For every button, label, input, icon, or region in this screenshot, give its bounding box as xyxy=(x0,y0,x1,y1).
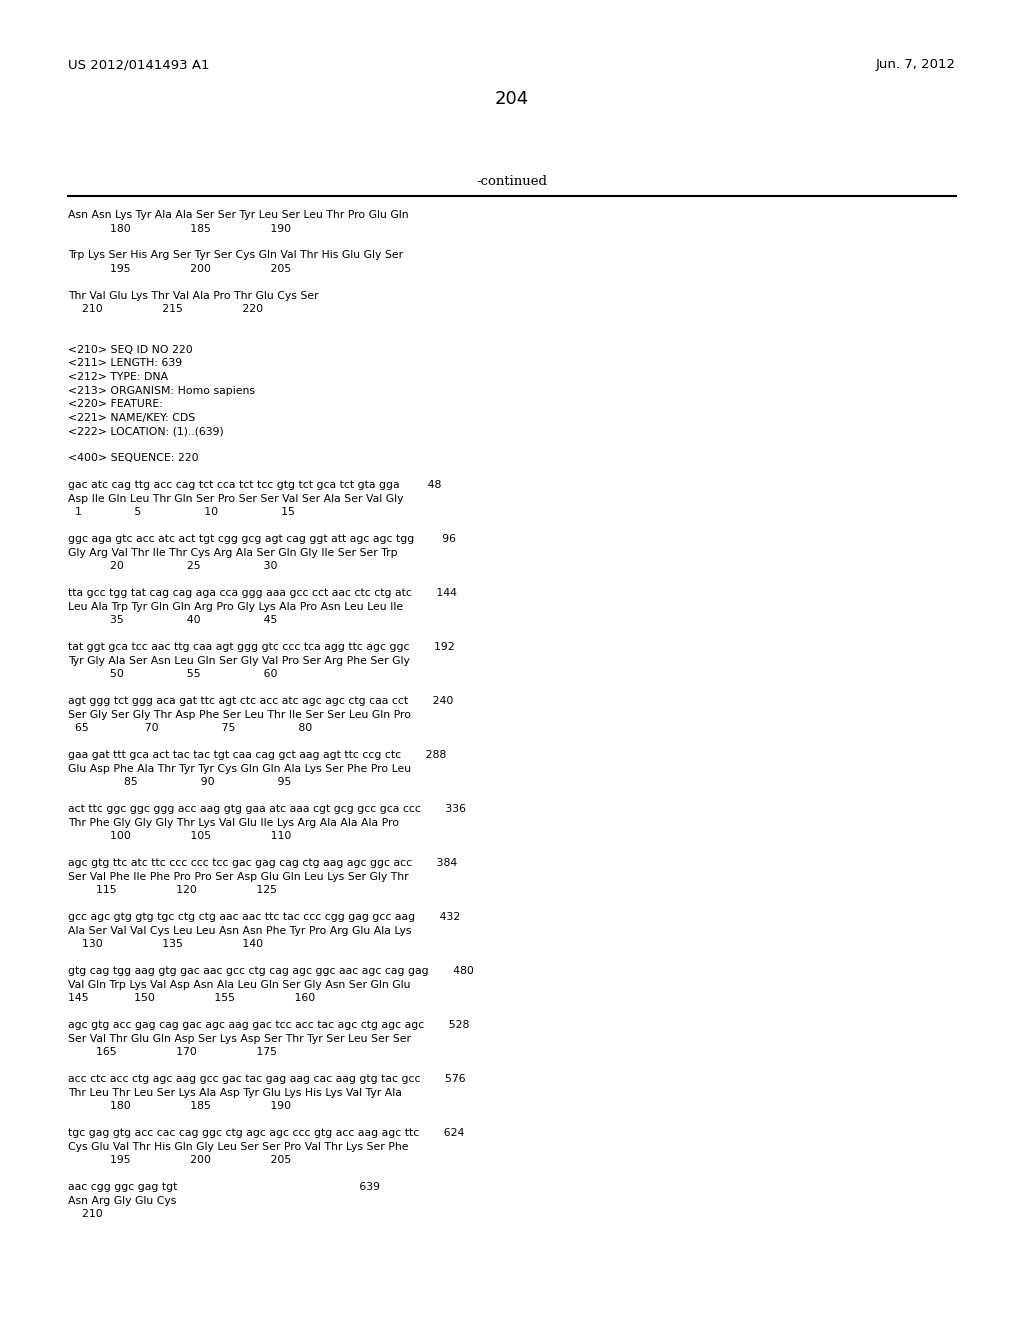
Text: 195                 200                 205: 195 200 205 xyxy=(68,264,291,275)
Text: Thr Val Glu Lys Thr Val Ala Pro Thr Glu Cys Ser: Thr Val Glu Lys Thr Val Ala Pro Thr Glu … xyxy=(68,290,318,301)
Text: 180                 185                 190: 180 185 190 xyxy=(68,1101,291,1111)
Text: Thr Leu Thr Leu Ser Lys Ala Asp Tyr Glu Lys His Lys Val Tyr Ala: Thr Leu Thr Leu Ser Lys Ala Asp Tyr Glu … xyxy=(68,1088,401,1097)
Text: 210                 215                 220: 210 215 220 xyxy=(68,305,263,314)
Text: Val Gln Trp Lys Val Asp Asn Ala Leu Gln Ser Gly Asn Ser Gln Glu: Val Gln Trp Lys Val Asp Asn Ala Leu Gln … xyxy=(68,979,411,990)
Text: 145             150                 155                 160: 145 150 155 160 xyxy=(68,993,315,1003)
Text: agc gtg acc gag cag gac agc aag gac tcc acc tac agc ctg agc agc       528: agc gtg acc gag cag gac agc aag gac tcc … xyxy=(68,1020,469,1030)
Text: Asn Arg Gly Glu Cys: Asn Arg Gly Glu Cys xyxy=(68,1196,176,1205)
Text: Asn Asn Lys Tyr Ala Ala Ser Ser Tyr Leu Ser Leu Thr Pro Glu Gln: Asn Asn Lys Tyr Ala Ala Ser Ser Tyr Leu … xyxy=(68,210,409,220)
Text: 165                 170                 175: 165 170 175 xyxy=(68,1047,278,1057)
Text: aac cgg ggc gag tgt                                                    639: aac cgg ggc gag tgt 639 xyxy=(68,1181,380,1192)
Text: <220> FEATURE:: <220> FEATURE: xyxy=(68,399,163,409)
Text: Cys Glu Val Thr His Gln Gly Leu Ser Ser Pro Val Thr Lys Ser Phe: Cys Glu Val Thr His Gln Gly Leu Ser Ser … xyxy=(68,1142,409,1151)
Text: Tyr Gly Ala Ser Asn Leu Gln Ser Gly Val Pro Ser Arg Phe Ser Gly: Tyr Gly Ala Ser Asn Leu Gln Ser Gly Val … xyxy=(68,656,410,665)
Text: gcc agc gtg gtg tgc ctg ctg aac aac ttc tac ccc cgg gag gcc aag       432: gcc agc gtg gtg tgc ctg ctg aac aac ttc … xyxy=(68,912,460,921)
Text: 204: 204 xyxy=(495,90,529,108)
Text: agc gtg ttc atc ttc ccc ccc tcc gac gag cag ctg aag agc ggc acc       384: agc gtg ttc atc ttc ccc ccc tcc gac gag … xyxy=(68,858,458,869)
Text: Glu Asp Phe Ala Thr Tyr Tyr Cys Gln Gln Ala Lys Ser Phe Pro Leu: Glu Asp Phe Ala Thr Tyr Tyr Cys Gln Gln … xyxy=(68,763,411,774)
Text: 1               5                  10                  15: 1 5 10 15 xyxy=(68,507,295,517)
Text: 130                 135                 140: 130 135 140 xyxy=(68,939,263,949)
Text: 20                  25                  30: 20 25 30 xyxy=(68,561,278,572)
Text: -continued: -continued xyxy=(476,176,548,187)
Text: 115                 120                 125: 115 120 125 xyxy=(68,884,278,895)
Text: <222> LOCATION: (1)..(639): <222> LOCATION: (1)..(639) xyxy=(68,426,224,436)
Text: 65                70                  75                  80: 65 70 75 80 xyxy=(68,723,312,733)
Text: tta gcc tgg tat cag cag aga cca ggg aaa gcc cct aac ctc ctg atc       144: tta gcc tgg tat cag cag aga cca ggg aaa … xyxy=(68,587,457,598)
Text: Thr Phe Gly Gly Gly Thr Lys Val Glu Ile Lys Arg Ala Ala Ala Pro: Thr Phe Gly Gly Gly Thr Lys Val Glu Ile … xyxy=(68,817,399,828)
Text: acc ctc acc ctg agc aag gcc gac tac gag aag cac aag gtg tac gcc       576: acc ctc acc ctg agc aag gcc gac tac gag … xyxy=(68,1074,466,1084)
Text: 50                  55                  60: 50 55 60 xyxy=(68,669,278,678)
Text: Asp Ile Gln Leu Thr Gln Ser Pro Ser Ser Val Ser Ala Ser Val Gly: Asp Ile Gln Leu Thr Gln Ser Pro Ser Ser … xyxy=(68,494,403,503)
Text: Leu Ala Trp Tyr Gln Gln Arg Pro Gly Lys Ala Pro Asn Leu Leu Ile: Leu Ala Trp Tyr Gln Gln Arg Pro Gly Lys … xyxy=(68,602,403,611)
Text: Ser Val Thr Glu Gln Asp Ser Lys Asp Ser Thr Tyr Ser Leu Ser Ser: Ser Val Thr Glu Gln Asp Ser Lys Asp Ser … xyxy=(68,1034,411,1044)
Text: 35                  40                  45: 35 40 45 xyxy=(68,615,278,624)
Text: Ser Val Phe Ile Phe Pro Pro Ser Asp Glu Gln Leu Lys Ser Gly Thr: Ser Val Phe Ile Phe Pro Pro Ser Asp Glu … xyxy=(68,871,409,882)
Text: 85                  90                  95: 85 90 95 xyxy=(68,777,292,787)
Text: tgc gag gtg acc cac cag ggc ctg agc agc ccc gtg acc aag agc ttc       624: tgc gag gtg acc cac cag ggc ctg agc agc … xyxy=(68,1129,464,1138)
Text: ggc aga gtc acc atc act tgt cgg gcg agt cag ggt att agc agc tgg        96: ggc aga gtc acc atc act tgt cgg gcg agt … xyxy=(68,535,456,544)
Text: gtg cag tgg aag gtg gac aac gcc ctg cag agc ggc aac agc cag gag       480: gtg cag tgg aag gtg gac aac gcc ctg cag … xyxy=(68,966,474,975)
Text: <221> NAME/KEY: CDS: <221> NAME/KEY: CDS xyxy=(68,412,196,422)
Text: <213> ORGANISM: Homo sapiens: <213> ORGANISM: Homo sapiens xyxy=(68,385,255,396)
Text: Trp Lys Ser His Arg Ser Tyr Ser Cys Gln Val Thr His Glu Gly Ser: Trp Lys Ser His Arg Ser Tyr Ser Cys Gln … xyxy=(68,251,403,260)
Text: Gly Arg Val Thr Ile Thr Cys Arg Ala Ser Gln Gly Ile Ser Ser Trp: Gly Arg Val Thr Ile Thr Cys Arg Ala Ser … xyxy=(68,548,397,557)
Text: <400> SEQUENCE: 220: <400> SEQUENCE: 220 xyxy=(68,453,199,463)
Text: US 2012/0141493 A1: US 2012/0141493 A1 xyxy=(68,58,210,71)
Text: 100                 105                 110: 100 105 110 xyxy=(68,832,292,841)
Text: <211> LENGTH: 639: <211> LENGTH: 639 xyxy=(68,359,182,368)
Text: <210> SEQ ID NO 220: <210> SEQ ID NO 220 xyxy=(68,345,193,355)
Text: Ala Ser Val Val Cys Leu Leu Asn Asn Phe Tyr Pro Arg Glu Ala Lys: Ala Ser Val Val Cys Leu Leu Asn Asn Phe … xyxy=(68,925,412,936)
Text: act ttc ggc ggc ggg acc aag gtg gaa atc aaa cgt gcg gcc gca ccc       336: act ttc ggc ggc ggg acc aag gtg gaa atc … xyxy=(68,804,466,814)
Text: gac atc cag ttg acc cag tct cca tct tcc gtg tct gca tct gta gga        48: gac atc cag ttg acc cag tct cca tct tcc … xyxy=(68,480,441,490)
Text: Ser Gly Ser Gly Thr Asp Phe Ser Leu Thr Ile Ser Ser Leu Gln Pro: Ser Gly Ser Gly Thr Asp Phe Ser Leu Thr … xyxy=(68,710,411,719)
Text: 195                 200                 205: 195 200 205 xyxy=(68,1155,291,1166)
Text: 180                 185                 190: 180 185 190 xyxy=(68,223,291,234)
Text: gaa gat ttt gca act tac tac tgt caa cag gct aag agt ttc ccg ctc       288: gaa gat ttt gca act tac tac tgt caa cag … xyxy=(68,750,446,760)
Text: 210: 210 xyxy=(68,1209,102,1218)
Text: tat ggt gca tcc aac ttg caa agt ggg gtc ccc tca agg ttc agc ggc       192: tat ggt gca tcc aac ttg caa agt ggg gtc … xyxy=(68,642,455,652)
Text: agt ggg tct ggg aca gat ttc agt ctc acc atc agc agc ctg caa cct       240: agt ggg tct ggg aca gat ttc agt ctc acc … xyxy=(68,696,454,706)
Text: Jun. 7, 2012: Jun. 7, 2012 xyxy=(876,58,956,71)
Text: <212> TYPE: DNA: <212> TYPE: DNA xyxy=(68,372,168,381)
